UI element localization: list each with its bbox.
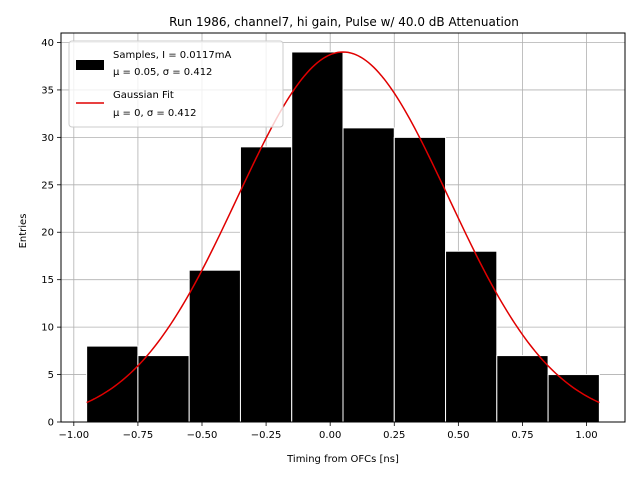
histogram-bar xyxy=(393,136,447,423)
x-tick-label: 0.25 xyxy=(383,430,405,441)
legend-box xyxy=(68,40,284,128)
legend-fit-label-line2: μ = 0, σ = 0.412 xyxy=(113,108,197,119)
legend-histogram-label-line2: μ = 0.05, σ = 0.412 xyxy=(113,67,212,78)
histogram-bars xyxy=(86,51,600,423)
x-axis-ticks: −1.00 −0.75 −0.50 −0.25 0.00 0.25 0.50 0.75 1.00 xyxy=(58,422,598,441)
y-tick-label: 40 xyxy=(41,38,54,49)
x-tick-label: −1.00 xyxy=(58,430,89,441)
histogram-bar xyxy=(188,269,241,423)
y-tick-label: 30 xyxy=(41,133,54,144)
histogram-bar xyxy=(137,355,190,423)
plot-area xyxy=(60,32,626,423)
chart-title: Run 1986, channel7, hi gain, Pulse w/ 40… xyxy=(169,15,519,29)
y-tick-label: 10 xyxy=(41,323,54,334)
x-tick-label: −0.75 xyxy=(123,430,154,441)
y-tick-label: 20 xyxy=(41,228,54,239)
y-axis-label: Entries xyxy=(18,214,29,249)
legend-histogram-label-line1: Samples, I = 0.0117mA xyxy=(113,50,231,61)
y-tick-label: 25 xyxy=(41,180,54,191)
histogram-bar xyxy=(291,51,344,423)
x-axis-label: Timing from OFCs [ns] xyxy=(286,454,399,465)
histogram-bar xyxy=(496,355,549,423)
histogram-bar xyxy=(342,127,395,423)
histogram-bar xyxy=(86,345,139,423)
y-tick-label: 0 xyxy=(48,418,54,429)
legend: Samples, I = 0.0117mA μ = 0.05, σ = 0.41… xyxy=(68,40,284,128)
y-tick-label: 5 xyxy=(48,370,54,381)
x-tick-label: 0.75 xyxy=(511,430,533,441)
plot-frame xyxy=(60,32,626,423)
x-tick-label: 1.00 xyxy=(575,430,597,441)
y-tick-label: 15 xyxy=(41,275,54,286)
legend-histogram-swatch xyxy=(76,60,104,70)
x-tick-label: 0.00 xyxy=(319,430,341,441)
y-axis-ticks: 0 5 10 15 20 25 30 35 40 xyxy=(41,38,61,429)
x-tick-label: −0.50 xyxy=(187,430,218,441)
legend-fit-label-line1: Gaussian Fit xyxy=(113,90,174,101)
gaussian-fit-line xyxy=(86,51,600,404)
histogram-bar xyxy=(445,250,498,423)
histogram-bar xyxy=(239,146,293,423)
x-tick-label: −0.25 xyxy=(251,430,282,441)
x-tick-label: 0.50 xyxy=(447,430,469,441)
y-tick-label: 35 xyxy=(41,85,54,96)
